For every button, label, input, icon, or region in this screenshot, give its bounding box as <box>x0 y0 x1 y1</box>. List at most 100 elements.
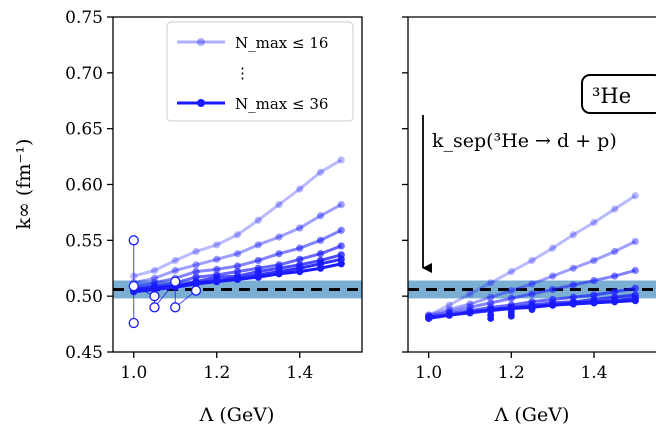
right-series-6-point <box>487 305 495 314</box>
right-series-2-point <box>590 276 598 285</box>
left-series-0-point <box>233 231 242 239</box>
left-series-0-point <box>316 168 325 176</box>
right-series-2-point <box>528 290 536 298</box>
left-series-0-line <box>133 158 343 278</box>
right-series-1-point <box>528 280 536 288</box>
left-y-axis-label: k∞ (fm⁻¹) <box>13 139 35 230</box>
right-series-1-point <box>549 272 557 280</box>
left-series-2-point <box>192 268 200 276</box>
left-series-0-point <box>337 156 345 164</box>
left-open-marker <box>128 280 139 292</box>
left-series-1-point <box>296 224 304 232</box>
left-y-ticks: 0.45 0.50 0.55 0.60 0.65 0.70 0.75 <box>65 8 113 363</box>
left-series-2-point <box>337 226 345 234</box>
left-y-tick-label: 0.45 <box>65 343 103 363</box>
right-series-1-point <box>569 264 577 272</box>
right-series-6-point <box>611 298 619 306</box>
right-series-0-point <box>631 192 639 200</box>
right-series-6-point <box>590 299 598 307</box>
right-x-tick-label: 1.4 <box>580 363 607 383</box>
left-series-3-point <box>337 242 345 250</box>
left-series-0-point <box>213 241 221 249</box>
left-series-6-point <box>316 264 325 272</box>
right-series-2-point <box>507 294 515 302</box>
left-series-6-point <box>275 270 283 278</box>
right-series-0-point <box>487 279 495 287</box>
left-series-0-point <box>150 266 159 275</box>
right-scatter-point <box>487 311 495 319</box>
left-series-2-point <box>213 265 221 273</box>
right-series-0-point <box>445 301 453 309</box>
right-series-2-point <box>611 272 619 280</box>
left-series-3-point <box>316 250 325 258</box>
right-series-6-point <box>549 301 557 309</box>
right-x-tick-label: 1.0 <box>415 363 442 383</box>
left-open-marker <box>170 276 181 287</box>
left-y-tick-label: 0.60 <box>65 176 103 196</box>
left-series-1-point <box>192 261 200 269</box>
left-series-2-point <box>316 236 325 244</box>
legend-box <box>166 21 354 122</box>
left-series-6-point <box>150 285 159 294</box>
left-open-marker <box>128 317 139 329</box>
left-y-tick-label: 0.65 <box>65 120 103 140</box>
left-x-ticks: 1.0 1.2 1.4 <box>120 352 313 383</box>
left-series-1-point <box>316 212 325 220</box>
left-series-2-point <box>254 256 262 265</box>
right-scatter-point <box>507 310 515 318</box>
right-series-0-point <box>507 268 515 276</box>
left-series-2-point <box>296 244 304 252</box>
left-series-2-point <box>233 262 242 270</box>
right-series-0-point <box>549 244 557 252</box>
right-plot-area <box>425 192 639 323</box>
left-series-0-point <box>296 185 304 193</box>
right-series-0-point <box>466 290 474 298</box>
left-series-1-point <box>213 255 221 263</box>
right-series-1-point <box>507 286 515 295</box>
nucleus-label-box <box>581 74 656 114</box>
left-series-1-point <box>254 241 262 249</box>
separation-arrow-label: k_sep(³He → d + p) <box>432 130 617 152</box>
left-series-1-line <box>133 203 342 285</box>
left-y-tick-label: 0.75 <box>65 8 103 28</box>
right-series-1-point <box>611 247 619 256</box>
right-series-2-point <box>569 281 577 289</box>
legend-ellipsis: ⋮ <box>235 64 250 82</box>
right-series-1-line <box>428 240 636 317</box>
panel-right: 1.0 1.2 1.4 Λ (GeV) ³He k_sep(³He → d + p) <box>402 16 656 426</box>
left-plot-area <box>128 156 345 329</box>
left-series-6-point <box>296 268 304 276</box>
left-open-marker <box>128 235 139 246</box>
nucleus-label: ³He <box>581 74 656 114</box>
legend-label-nmax36: N_max ≤ 36 <box>235 95 328 113</box>
legend-marker-nmax16 <box>197 38 205 46</box>
left-series-3-point <box>296 255 304 263</box>
legend: N_max ≤ 16 ⋮ N_max ≤ 36 <box>166 21 354 122</box>
left-x-tick-label: 1.4 <box>286 363 313 383</box>
left-open-marker <box>149 291 160 302</box>
left-series-6-point <box>213 278 221 286</box>
left-series-1-point <box>233 250 242 258</box>
left-open-marker <box>149 302 160 313</box>
left-y-tick-label: 0.55 <box>65 231 103 251</box>
left-series-0-point <box>275 201 283 209</box>
right-series-2-point <box>631 266 639 275</box>
left-x-axis-label: Λ (GeV) <box>199 404 275 426</box>
left-x-tick-label: 1.2 <box>203 363 230 383</box>
right-series-6-point <box>569 300 577 308</box>
left-series-1-point <box>275 233 283 241</box>
right-series-0-point <box>569 231 577 239</box>
left-series-0-point <box>171 256 179 265</box>
right-series-1-point <box>631 237 639 246</box>
right-series-6-point <box>631 297 639 305</box>
right-series-5-point <box>466 309 474 317</box>
left-open-marker <box>190 285 202 296</box>
panel-left: 0.45 0.50 0.55 0.60 0.65 0.70 0.75 1.0 1.2 1.4 Λ… <box>13 8 363 426</box>
right-series-0-line <box>428 194 637 317</box>
right-series-5-point <box>425 314 433 323</box>
right-x-tick-label: 1.2 <box>498 363 525 383</box>
right-series-1-point <box>487 293 495 301</box>
right-series-1-point <box>590 256 598 265</box>
right-series-3-point <box>611 288 619 296</box>
